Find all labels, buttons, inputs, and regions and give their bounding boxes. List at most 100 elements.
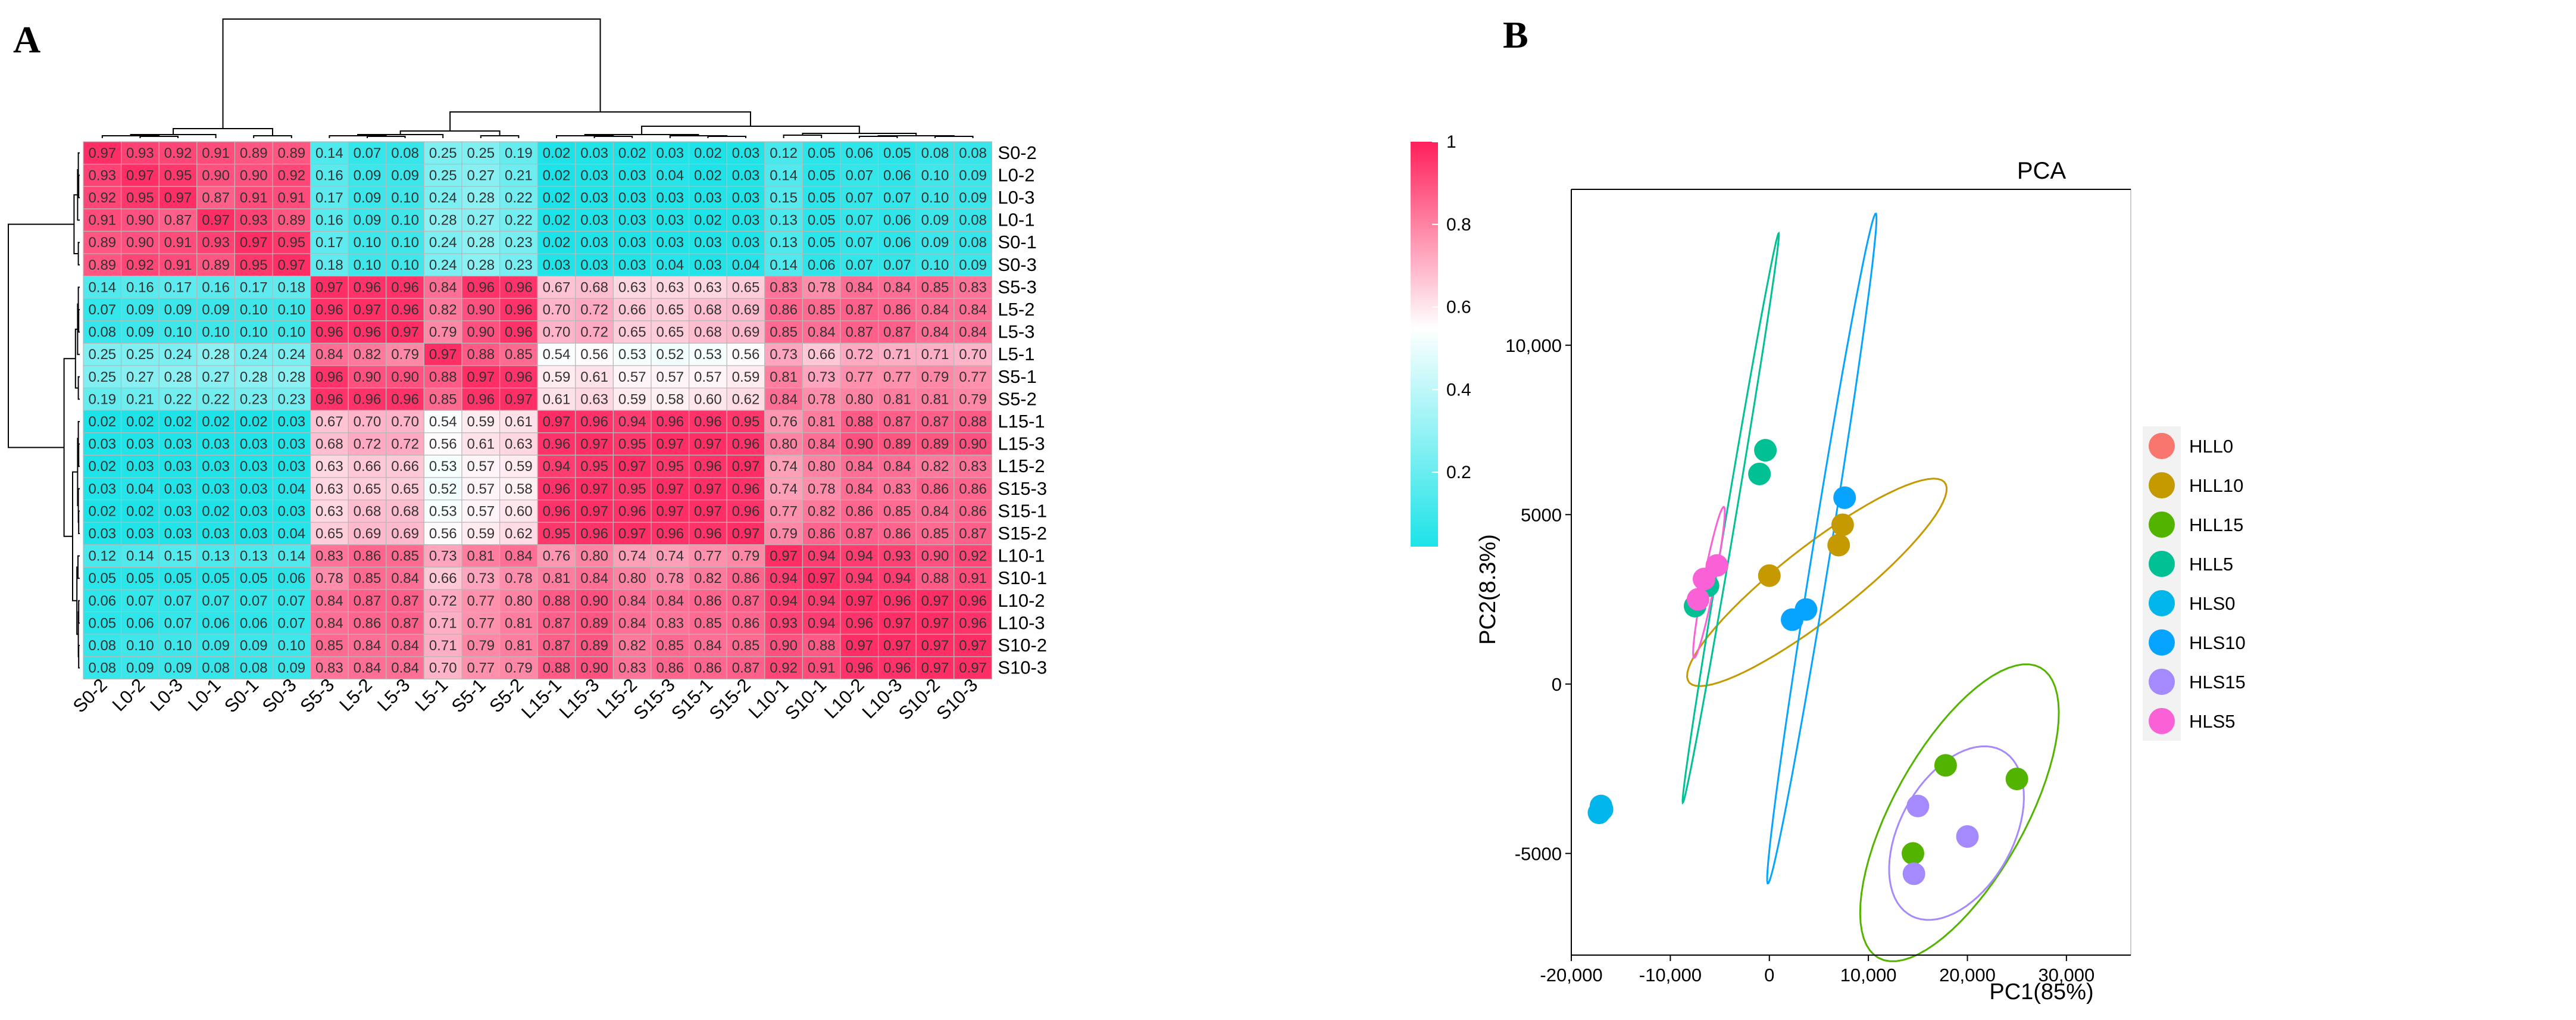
heatmap-cell xyxy=(840,253,879,277)
heatmap-cell-value: 0.95 xyxy=(580,458,608,475)
heatmap-cell-value: 0.04 xyxy=(656,167,684,183)
heatmap-cell-value: 0.83 xyxy=(770,279,798,295)
heatmap-cell-value: 0.17 xyxy=(315,235,343,251)
heatmap-cell-value: 0.96 xyxy=(845,660,873,676)
heatmap-cell-value: 0.61 xyxy=(543,391,571,407)
heatmap-cell-value: 0.28 xyxy=(164,369,192,385)
heatmap-cell-value: 0.81 xyxy=(770,369,798,385)
heatmap-row-label: S15-1 xyxy=(998,500,1047,521)
heatmap-cell-value: 0.97 xyxy=(921,638,949,654)
dendrogram-branch xyxy=(858,136,898,138)
heatmap-cell-value: 0.25 xyxy=(467,145,495,161)
heatmap-cell-value: 0.96 xyxy=(315,391,343,407)
heatmap-cell-value: 0.70 xyxy=(543,302,571,318)
heatmap-cell-value: 0.97 xyxy=(580,481,608,497)
heatmap-cell-value: 0.06 xyxy=(845,145,873,161)
heatmap-cell-value: 0.93 xyxy=(202,235,230,251)
heatmap-cell-value: 0.07 xyxy=(88,302,116,318)
heatmap-cell-value: 0.06 xyxy=(202,615,230,631)
heatmap-cell-value: 0.83 xyxy=(315,548,343,564)
heatmap-row-label: S15-3 xyxy=(998,478,1047,499)
heatmap: 0.97 0.93 0.92 0.91 0.89 0.89 0.14 0.07 0.08 0.25… xyxy=(8,18,1471,724)
heatmap-cell-value: 0.24 xyxy=(429,257,457,273)
heatmap-cell-value: 0.85 xyxy=(505,347,533,363)
heatmap-cell-value: 0.59 xyxy=(505,458,533,475)
heatmap-column-label: L0-3 xyxy=(146,675,187,716)
heatmap-cell xyxy=(726,320,765,344)
heatmap-cell-value: 0.66 xyxy=(429,570,457,587)
heatmap-cell-value: 0.95 xyxy=(277,235,305,251)
heatmap-cell-value: 0.70 xyxy=(543,325,571,341)
heatmap-cell-value: 0.84 xyxy=(808,325,836,341)
heatmap-cell xyxy=(348,342,387,366)
heatmap-cell-value: 0.61 xyxy=(580,369,608,385)
heatmap-cell xyxy=(726,387,765,411)
heatmap-cell xyxy=(688,342,727,366)
heatmap-cell-value: 0.03 xyxy=(543,257,571,273)
heatmap-cell-value: 0.03 xyxy=(126,526,154,542)
heatmap-cell xyxy=(954,320,993,344)
pca-x-axis-title: PC1(85%) xyxy=(1989,980,2093,1005)
heatmap-cell-value: 0.77 xyxy=(694,548,722,564)
heatmap-cell-value: 0.94 xyxy=(770,593,798,609)
heatmap-cell-value: 0.97 xyxy=(277,257,305,273)
heatmap-cell-value: 0.84 xyxy=(315,615,343,631)
heatmap-cell-value: 0.84 xyxy=(959,325,987,341)
heatmap-cell-value: 0.97 xyxy=(202,213,230,229)
dendrogram-branch xyxy=(449,111,751,131)
heatmap-cell xyxy=(764,320,804,344)
heatmap-cell-value: 0.08 xyxy=(959,213,987,229)
heatmap-cell-value: 0.94 xyxy=(770,570,798,587)
heatmap-cell xyxy=(954,230,993,254)
heatmap-cell-value: 0.08 xyxy=(921,145,949,161)
heatmap-cell-value: 0.90 xyxy=(580,660,608,676)
heatmap-cell xyxy=(726,365,765,389)
point-hls15 xyxy=(1956,825,1979,848)
dendrogram-branch xyxy=(253,135,292,138)
heatmap-cell xyxy=(612,253,652,277)
heatmap-cell-value: 0.03 xyxy=(656,190,684,206)
heatmap-cell xyxy=(234,387,273,411)
heatmap-cell-value: 0.79 xyxy=(391,347,419,363)
heatmap-cell xyxy=(196,387,235,411)
heatmap-cell-value: 0.69 xyxy=(732,302,760,318)
heatmap-cell-value: 0.81 xyxy=(467,548,495,564)
heatmap-cell-value: 0.53 xyxy=(429,503,457,519)
heatmap-cell-value: 0.79 xyxy=(921,369,949,385)
heatmap-cell-value: 0.86 xyxy=(732,615,760,631)
heatmap-cell-value: 0.02 xyxy=(164,414,192,430)
heatmap-cell-value: 0.09 xyxy=(354,190,382,206)
heatmap-cell-value: 0.88 xyxy=(543,660,571,676)
heatmap-cell-value: 0.81 xyxy=(543,570,571,587)
heatmap-cell xyxy=(688,230,727,254)
heatmap-row-labels: S0-2L0-2L0-3L0-1S0-1S0-3S5-3L5-2L5-3L5-1… xyxy=(998,142,1047,678)
heatmap-cell xyxy=(802,298,841,322)
heatmap-cell-value: 0.02 xyxy=(88,414,116,430)
pca-legend: HLL0 HLL10 HLL15 HLL5 HLS0 HLS10 HLS15 HLS5 xyxy=(2143,426,2246,741)
heatmap-cell-value: 0.76 xyxy=(770,414,798,430)
heatmap-cell-value: 0.58 xyxy=(505,481,533,497)
heatmap-cell-value: 0.82 xyxy=(694,570,722,587)
heatmap-cell-value: 0.03 xyxy=(656,145,684,161)
point-hls5 xyxy=(1686,588,1709,611)
colorbar: 1 0.8 0.6 0.4 0.2 xyxy=(1411,132,1471,547)
heatmap-cell-value: 0.17 xyxy=(164,279,192,295)
heatmap-cell-value: 0.72 xyxy=(580,302,608,318)
heatmap-cell xyxy=(840,365,879,389)
heatmap-cell xyxy=(575,230,614,254)
heatmap-cell xyxy=(423,253,462,277)
heatmap-cell-value: 0.08 xyxy=(88,638,116,654)
heatmap-cell-value: 0.03 xyxy=(694,257,722,273)
heatmap-cell xyxy=(802,208,841,232)
heatmap-cell-value: 0.65 xyxy=(315,526,343,542)
heatmap-row-label: L15-2 xyxy=(998,456,1045,476)
heatmap-row-label: L0-2 xyxy=(998,164,1034,185)
legend-key-hll10 xyxy=(2149,472,2175,498)
heatmap-cell-value: 0.10 xyxy=(354,257,382,273)
heatmap-cell-value: 0.03 xyxy=(694,235,722,251)
panel-a-label: A xyxy=(13,18,40,61)
heatmap-column-label: L0-1 xyxy=(184,675,225,716)
heatmap-cell-value: 0.97 xyxy=(467,369,495,385)
heatmap-cell-value: 0.63 xyxy=(315,503,343,519)
heatmap-cell-value: 0.77 xyxy=(467,660,495,676)
